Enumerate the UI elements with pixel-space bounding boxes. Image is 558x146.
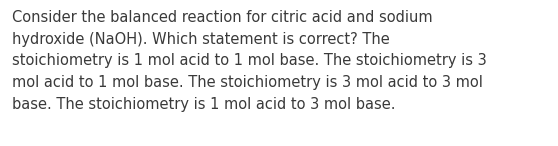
Text: Consider the balanced reaction for citric acid and sodium
hydroxide (NaOH). Whic: Consider the balanced reaction for citri… [12,10,487,112]
